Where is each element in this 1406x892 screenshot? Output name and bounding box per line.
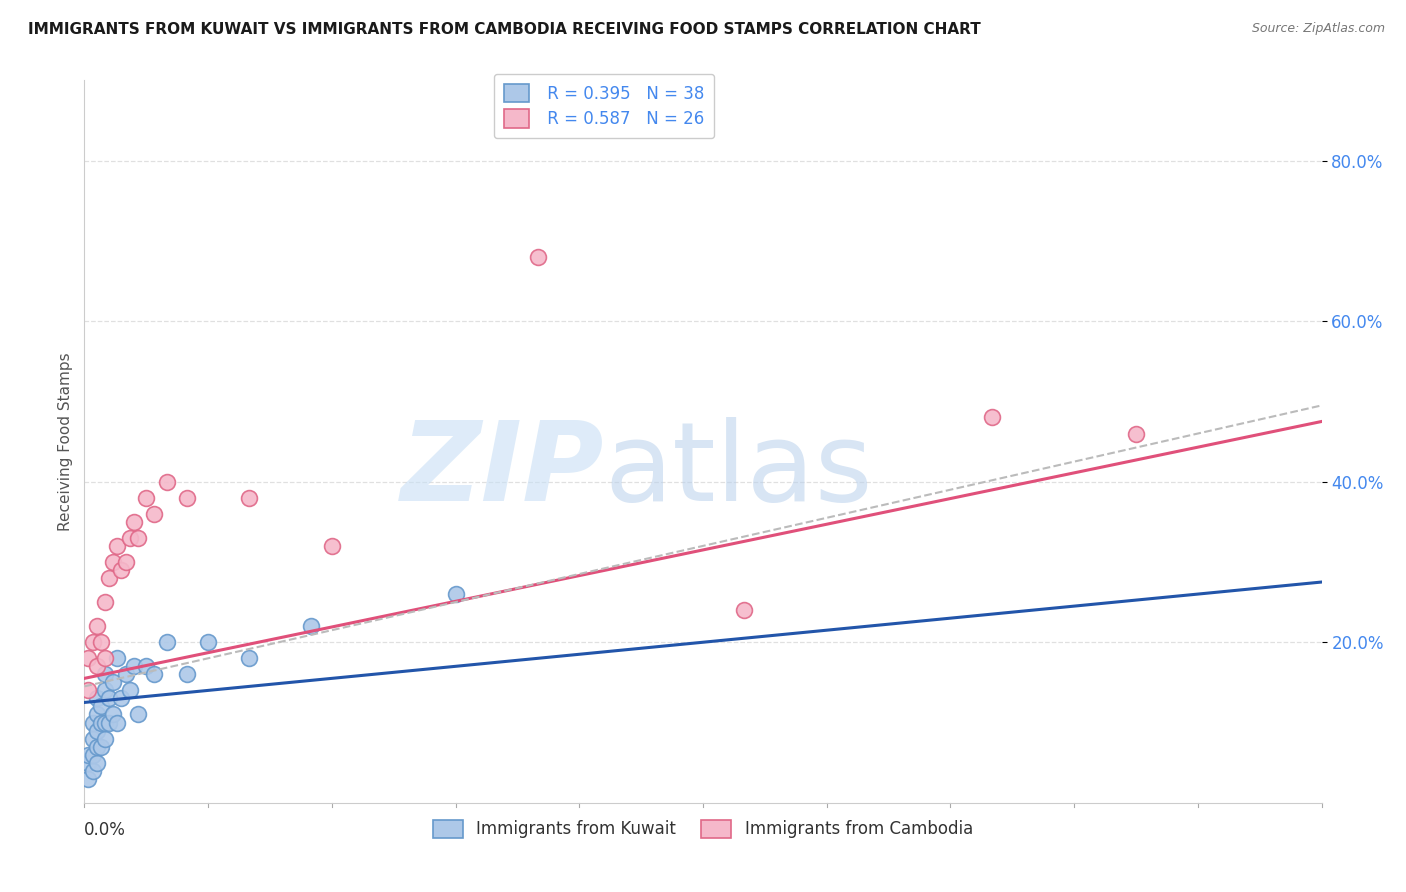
Point xyxy=(90,739,112,754)
Point xyxy=(94,715,117,730)
Point xyxy=(1125,426,1147,441)
Point xyxy=(122,515,145,529)
Point xyxy=(176,667,198,681)
Point xyxy=(980,410,1002,425)
Point xyxy=(77,683,100,698)
Point xyxy=(90,635,112,649)
Point xyxy=(103,555,125,569)
Point xyxy=(94,683,117,698)
Point xyxy=(135,659,157,673)
Point xyxy=(105,539,128,553)
Legend: Immigrants from Kuwait, Immigrants from Cambodia: Immigrants from Kuwait, Immigrants from … xyxy=(426,813,980,845)
Y-axis label: Receiving Food Stamps: Receiving Food Stamps xyxy=(58,352,73,531)
Point xyxy=(98,715,121,730)
Point xyxy=(156,635,179,649)
Point xyxy=(299,619,322,633)
Point xyxy=(143,507,166,521)
Point xyxy=(82,731,104,746)
Point xyxy=(103,675,125,690)
Point xyxy=(94,651,117,665)
Point xyxy=(197,635,219,649)
Point xyxy=(110,563,132,577)
Point xyxy=(321,539,343,553)
Text: ZIP: ZIP xyxy=(401,417,605,524)
Point xyxy=(110,691,132,706)
Point xyxy=(94,731,117,746)
Point xyxy=(527,250,550,264)
Point xyxy=(86,619,108,633)
Point xyxy=(77,747,100,762)
Point xyxy=(82,635,104,649)
Point xyxy=(118,531,141,545)
Point xyxy=(82,747,104,762)
Point xyxy=(86,707,108,722)
Point xyxy=(127,531,149,545)
Point xyxy=(86,739,108,754)
Point xyxy=(86,659,108,673)
Point xyxy=(122,659,145,673)
Point xyxy=(98,571,121,585)
Point xyxy=(118,683,141,698)
Point xyxy=(82,764,104,778)
Point xyxy=(176,491,198,505)
Point xyxy=(94,667,117,681)
Point xyxy=(90,715,112,730)
Point xyxy=(77,651,100,665)
Point xyxy=(105,715,128,730)
Text: atlas: atlas xyxy=(605,417,873,524)
Point xyxy=(127,707,149,722)
Point xyxy=(86,723,108,738)
Text: Source: ZipAtlas.com: Source: ZipAtlas.com xyxy=(1251,22,1385,36)
Point xyxy=(238,491,260,505)
Point xyxy=(77,756,100,770)
Point xyxy=(156,475,179,489)
Point xyxy=(86,756,108,770)
Point xyxy=(114,555,136,569)
Point xyxy=(114,667,136,681)
Point xyxy=(82,715,104,730)
Text: 0.0%: 0.0% xyxy=(84,821,127,838)
Point xyxy=(143,667,166,681)
Point xyxy=(444,587,467,601)
Point xyxy=(77,772,100,786)
Point xyxy=(135,491,157,505)
Point xyxy=(94,595,117,609)
Text: IMMIGRANTS FROM KUWAIT VS IMMIGRANTS FROM CAMBODIA RECEIVING FOOD STAMPS CORRELA: IMMIGRANTS FROM KUWAIT VS IMMIGRANTS FRO… xyxy=(28,22,981,37)
Point xyxy=(98,691,121,706)
Point xyxy=(86,691,108,706)
Point xyxy=(90,699,112,714)
Point xyxy=(733,603,755,617)
Point xyxy=(103,707,125,722)
Point xyxy=(238,651,260,665)
Point xyxy=(105,651,128,665)
